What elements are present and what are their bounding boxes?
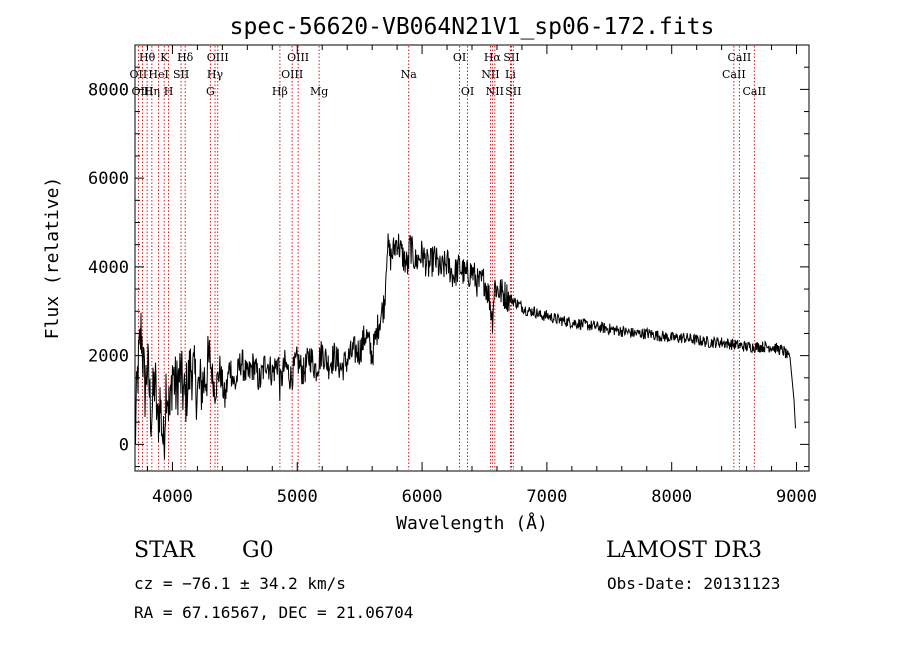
line-marker-label-13: OIII — [281, 68, 303, 81]
x-tick-label-3: 7000 — [526, 487, 567, 507]
survey-name: LAMOST DR3 — [606, 538, 762, 563]
line-marker-label-21: NII — [486, 85, 504, 98]
object-subclass: G0 — [242, 538, 274, 563]
line-marker-label-9: OIII — [207, 51, 229, 64]
line-marker-label-24: SII — [505, 85, 521, 98]
line-marker-label-16: Na — [401, 68, 418, 81]
spectrum-series — [134, 233, 796, 460]
line-marker-label-25: CaII — [728, 51, 752, 64]
line-marker-label-0: Hθ — [139, 51, 156, 64]
y-tick-label-0: 0 — [119, 435, 129, 455]
line-marker-label-10: Hγ — [207, 68, 224, 81]
line-marker-label-22: SII — [503, 51, 519, 64]
line-marker-label-18: OI — [461, 85, 474, 98]
line-marker-label-14: Hβ — [272, 85, 288, 98]
x-axis: 4000 5000 6000 7000 8000 9000 — [146, 45, 817, 507]
y-tick-label-4: 8000 — [88, 80, 129, 100]
line-marker-label-6: SII — [173, 68, 189, 81]
line-marker-label-5: Hη — [144, 85, 160, 98]
line-marker-label-12: OIII — [287, 51, 309, 64]
line-marker-label-4: HeI — [148, 68, 168, 81]
line-marker-label-19: Hα — [484, 51, 502, 64]
observation-date: Obs-Date: 20131123 — [607, 574, 781, 593]
line-marker-label-8: Hδ — [177, 51, 194, 64]
line-marker-label-15: Mg — [310, 85, 328, 98]
plot-frame — [134, 44, 810, 472]
chart-title: spec-56620-VB064N21V1_sp06-172.fits — [230, 14, 715, 40]
x-tick-label-5: 9000 — [776, 487, 817, 507]
x-tick-label-0: 4000 — [152, 487, 193, 507]
x-axis-label: Wavelength (Å) — [396, 512, 548, 534]
line-marker-label-20: NII — [481, 68, 499, 81]
spectral-line-markers: Hθ OII OIII K HeI Hη SII H Hδ OIII Hγ G OIII OIII Hβ Mg… — [130, 46, 766, 470]
x-tick-label-1: 5000 — [277, 487, 318, 507]
object-class: STAR — [134, 538, 195, 563]
line-marker-label-27: CaII — [742, 85, 766, 98]
y-axis: 0 2000 4000 6000 8000 — [88, 44, 809, 468]
line-marker-label-17: OI — [453, 51, 466, 64]
line-marker-label-11: G — [206, 85, 215, 98]
x-tick-label-2: 6000 — [402, 487, 443, 507]
y-axis-label: Flux (relative) — [42, 177, 63, 340]
line-marker-label-7: H — [164, 85, 174, 98]
ra-dec-coordinates: RA = 67.16567, DEC = 21.06704 — [134, 603, 414, 622]
y-tick-label-3: 6000 — [88, 169, 129, 189]
x-tick-label-4: 8000 — [651, 487, 692, 507]
y-tick-label-2: 4000 — [88, 258, 129, 278]
line-marker-label-1: OII — [130, 68, 148, 81]
line-marker-label-3: K — [160, 51, 169, 64]
y-tick-label-1: 2000 — [88, 347, 129, 367]
line-marker-label-2: OIII — [131, 85, 153, 98]
redshift-velocity: cz = −76.1 ± 34.2 km/s — [134, 574, 346, 593]
line-marker-label-26: CaII — [722, 68, 746, 81]
line-marker-label-23: Li — [505, 68, 516, 81]
spectrum-line — [134, 233, 796, 460]
